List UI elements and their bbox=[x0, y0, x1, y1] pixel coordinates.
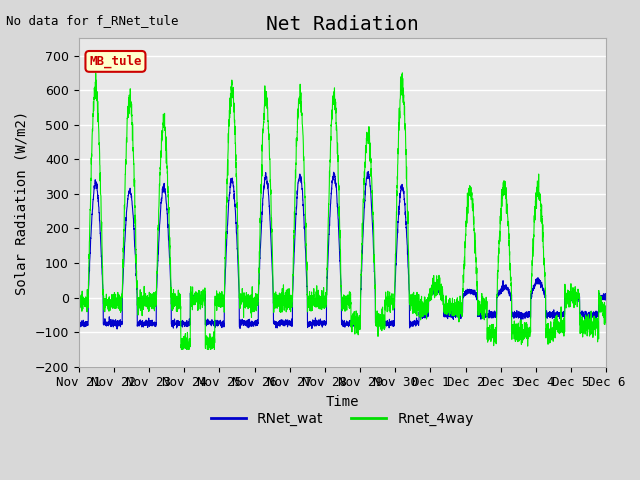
Legend: RNet_wat, Rnet_4way: RNet_wat, Rnet_4way bbox=[205, 407, 479, 432]
Rnet_4way bbox=[188, 294, 196, 300]
Rnet_4way bbox=[602, 303, 610, 309]
RNet_wat bbox=[75, 320, 83, 325]
RNet_wat bbox=[188, 294, 196, 300]
Y-axis label: Solar Radiation (W/m2): Solar Radiation (W/m2) bbox=[15, 110, 29, 295]
RNet_wat bbox=[602, 295, 610, 301]
Text: MB_tule: MB_tule bbox=[89, 55, 141, 68]
Line: Rnet_4way: Rnet_4way bbox=[79, 73, 606, 349]
RNet_wat bbox=[403, 241, 411, 247]
RNet_wat bbox=[602, 294, 610, 300]
Rnet_4way bbox=[223, 209, 230, 215]
Text: No data for f_RNet_tule: No data for f_RNet_tule bbox=[6, 14, 179, 27]
Rnet_4way bbox=[403, 200, 411, 206]
Rnet_4way bbox=[552, 318, 560, 324]
RNet_wat bbox=[365, 168, 372, 174]
RNet_wat bbox=[552, 310, 560, 315]
RNet_wat bbox=[222, 250, 230, 256]
RNet_wat bbox=[113, 326, 121, 332]
Rnet_4way bbox=[602, 320, 610, 325]
Rnet_4way bbox=[394, 154, 402, 160]
Title: Net Radiation: Net Radiation bbox=[266, 15, 419, 34]
Rnet_4way bbox=[92, 70, 99, 76]
RNet_wat bbox=[394, 219, 402, 225]
Line: RNet_wat: RNet_wat bbox=[79, 171, 606, 329]
Rnet_4way bbox=[177, 347, 185, 352]
Rnet_4way bbox=[75, 302, 83, 308]
X-axis label: Time: Time bbox=[326, 395, 359, 409]
